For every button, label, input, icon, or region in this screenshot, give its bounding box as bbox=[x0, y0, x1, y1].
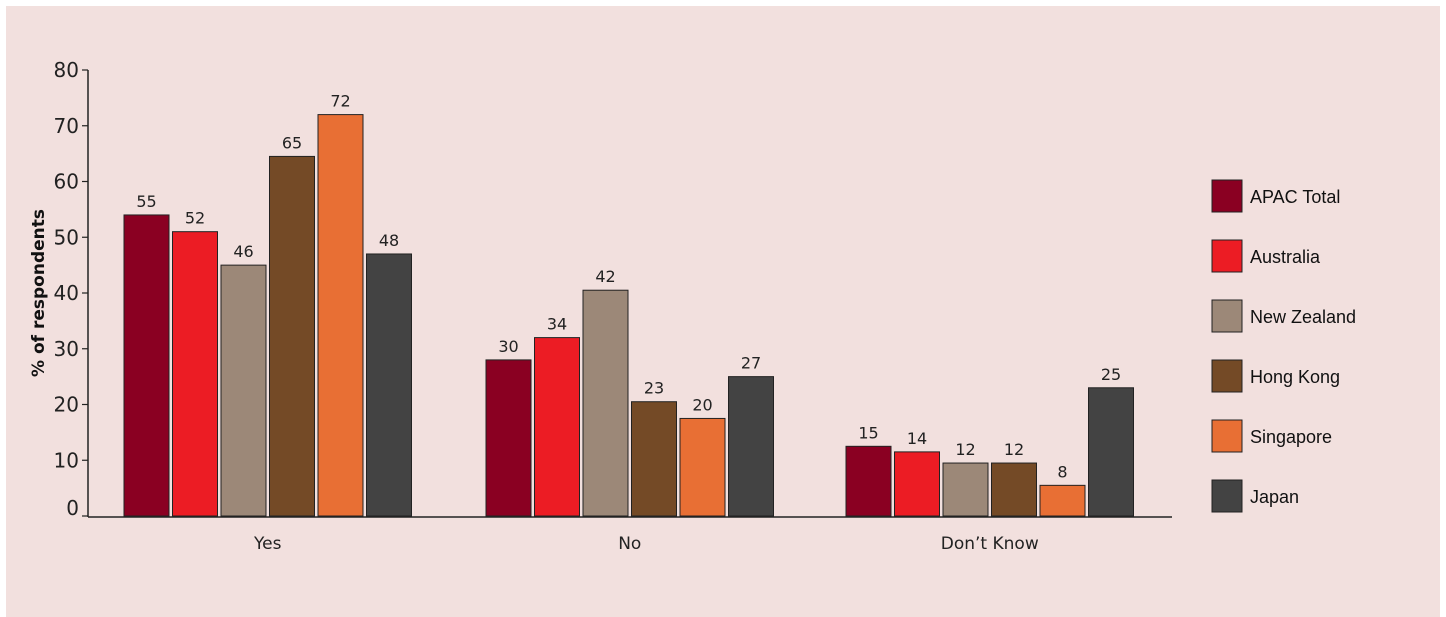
y-tick-label: 0 bbox=[66, 496, 79, 520]
y-tick-label: 30 bbox=[54, 337, 79, 361]
bar-new-zealand-no bbox=[582, 289, 629, 517]
value-label: 12 bbox=[1004, 440, 1024, 459]
value-label: 48 bbox=[379, 231, 399, 250]
legend-swatch bbox=[1211, 479, 1243, 513]
bar-chart: 0 10 20 30 40 50 60 70 80 % of respondents 55 30 1… bbox=[29, 58, 1356, 554]
y-tick-label: 40 bbox=[54, 281, 79, 305]
y-tick-label: 10 bbox=[54, 448, 79, 472]
bar-apac-total-don-t-know bbox=[845, 445, 892, 517]
legend: APAC Total Australia New Zealand Hong Kong S… bbox=[1211, 179, 1356, 513]
y-tick-label: 60 bbox=[54, 170, 79, 194]
bar-apac-total-no bbox=[485, 359, 532, 517]
y-tick-label: 20 bbox=[54, 393, 79, 417]
legend-swatch bbox=[1211, 299, 1243, 333]
bar-australia-yes bbox=[172, 231, 218, 517]
legend-label: APAC Total bbox=[1250, 187, 1340, 207]
bar-singapore-don-t-know bbox=[1039, 484, 1086, 517]
category-label: Don’t Know bbox=[941, 534, 1039, 554]
value-label: 30 bbox=[498, 337, 518, 356]
y-tick-label: 70 bbox=[54, 114, 79, 138]
value-label: 23 bbox=[644, 379, 664, 398]
legend-swatch bbox=[1211, 419, 1243, 453]
value-label: 14 bbox=[907, 429, 927, 448]
y-axis: 0 10 20 30 40 50 60 70 80 bbox=[54, 58, 89, 520]
value-label: 42 bbox=[595, 267, 615, 286]
bar-hong-kong-don-t-know bbox=[991, 462, 1037, 517]
bar-new-zealand-yes bbox=[220, 264, 267, 517]
value-label: 12 bbox=[955, 440, 975, 459]
value-label: 65 bbox=[282, 133, 302, 152]
bar-japan-no bbox=[728, 376, 774, 517]
legend-label: Singapore bbox=[1250, 427, 1332, 447]
legend-label: Hong Kong bbox=[1250, 367, 1340, 387]
y-axis-title: % of respondents bbox=[29, 209, 49, 377]
bar-australia-don-t-know bbox=[894, 451, 940, 517]
category-labels-group: Yes No Don’t Know bbox=[253, 534, 1039, 554]
bar-hong-kong-no bbox=[631, 401, 677, 517]
chart-panel: 0 10 20 30 40 50 60 70 80 % of respondents 55 30 1… bbox=[6, 6, 1440, 617]
bar-japan-don-t-know bbox=[1088, 387, 1134, 517]
value-label: 72 bbox=[330, 92, 350, 111]
value-label: 15 bbox=[858, 423, 878, 442]
value-label: 52 bbox=[185, 209, 205, 228]
value-label: 27 bbox=[741, 354, 761, 373]
legend-swatch bbox=[1211, 179, 1243, 213]
value-label: 34 bbox=[547, 315, 567, 334]
y-tick-label: 50 bbox=[54, 225, 79, 249]
bar-apac-total-yes bbox=[123, 214, 170, 517]
category-label: No bbox=[618, 534, 641, 554]
bar-japan-yes bbox=[366, 253, 412, 517]
bar-singapore-no bbox=[679, 417, 726, 517]
legend-swatch bbox=[1211, 239, 1243, 273]
value-label: 46 bbox=[233, 242, 253, 261]
value-label: 55 bbox=[136, 192, 156, 211]
legend-label: New Zealand bbox=[1250, 307, 1356, 327]
y-tick-label: 80 bbox=[54, 58, 79, 82]
bar-singapore-yes bbox=[317, 114, 364, 517]
legend-label: Japan bbox=[1250, 487, 1299, 507]
bar-hong-kong-yes bbox=[269, 155, 315, 517]
legend-swatch bbox=[1211, 359, 1243, 393]
value-label: 8 bbox=[1057, 462, 1067, 481]
category-label: Yes bbox=[253, 534, 282, 554]
bar-australia-no bbox=[534, 337, 580, 517]
value-label: 25 bbox=[1101, 365, 1121, 384]
value-labels-group: 55 30 15 52 34 14 46 42 12 65 23 12 72 20 8 48 27 25 bbox=[136, 92, 1121, 482]
bars-group bbox=[123, 114, 1134, 517]
bar-new-zealand-don-t-know bbox=[942, 462, 989, 517]
legend-label: Australia bbox=[1250, 247, 1321, 267]
value-label: 20 bbox=[692, 395, 712, 414]
